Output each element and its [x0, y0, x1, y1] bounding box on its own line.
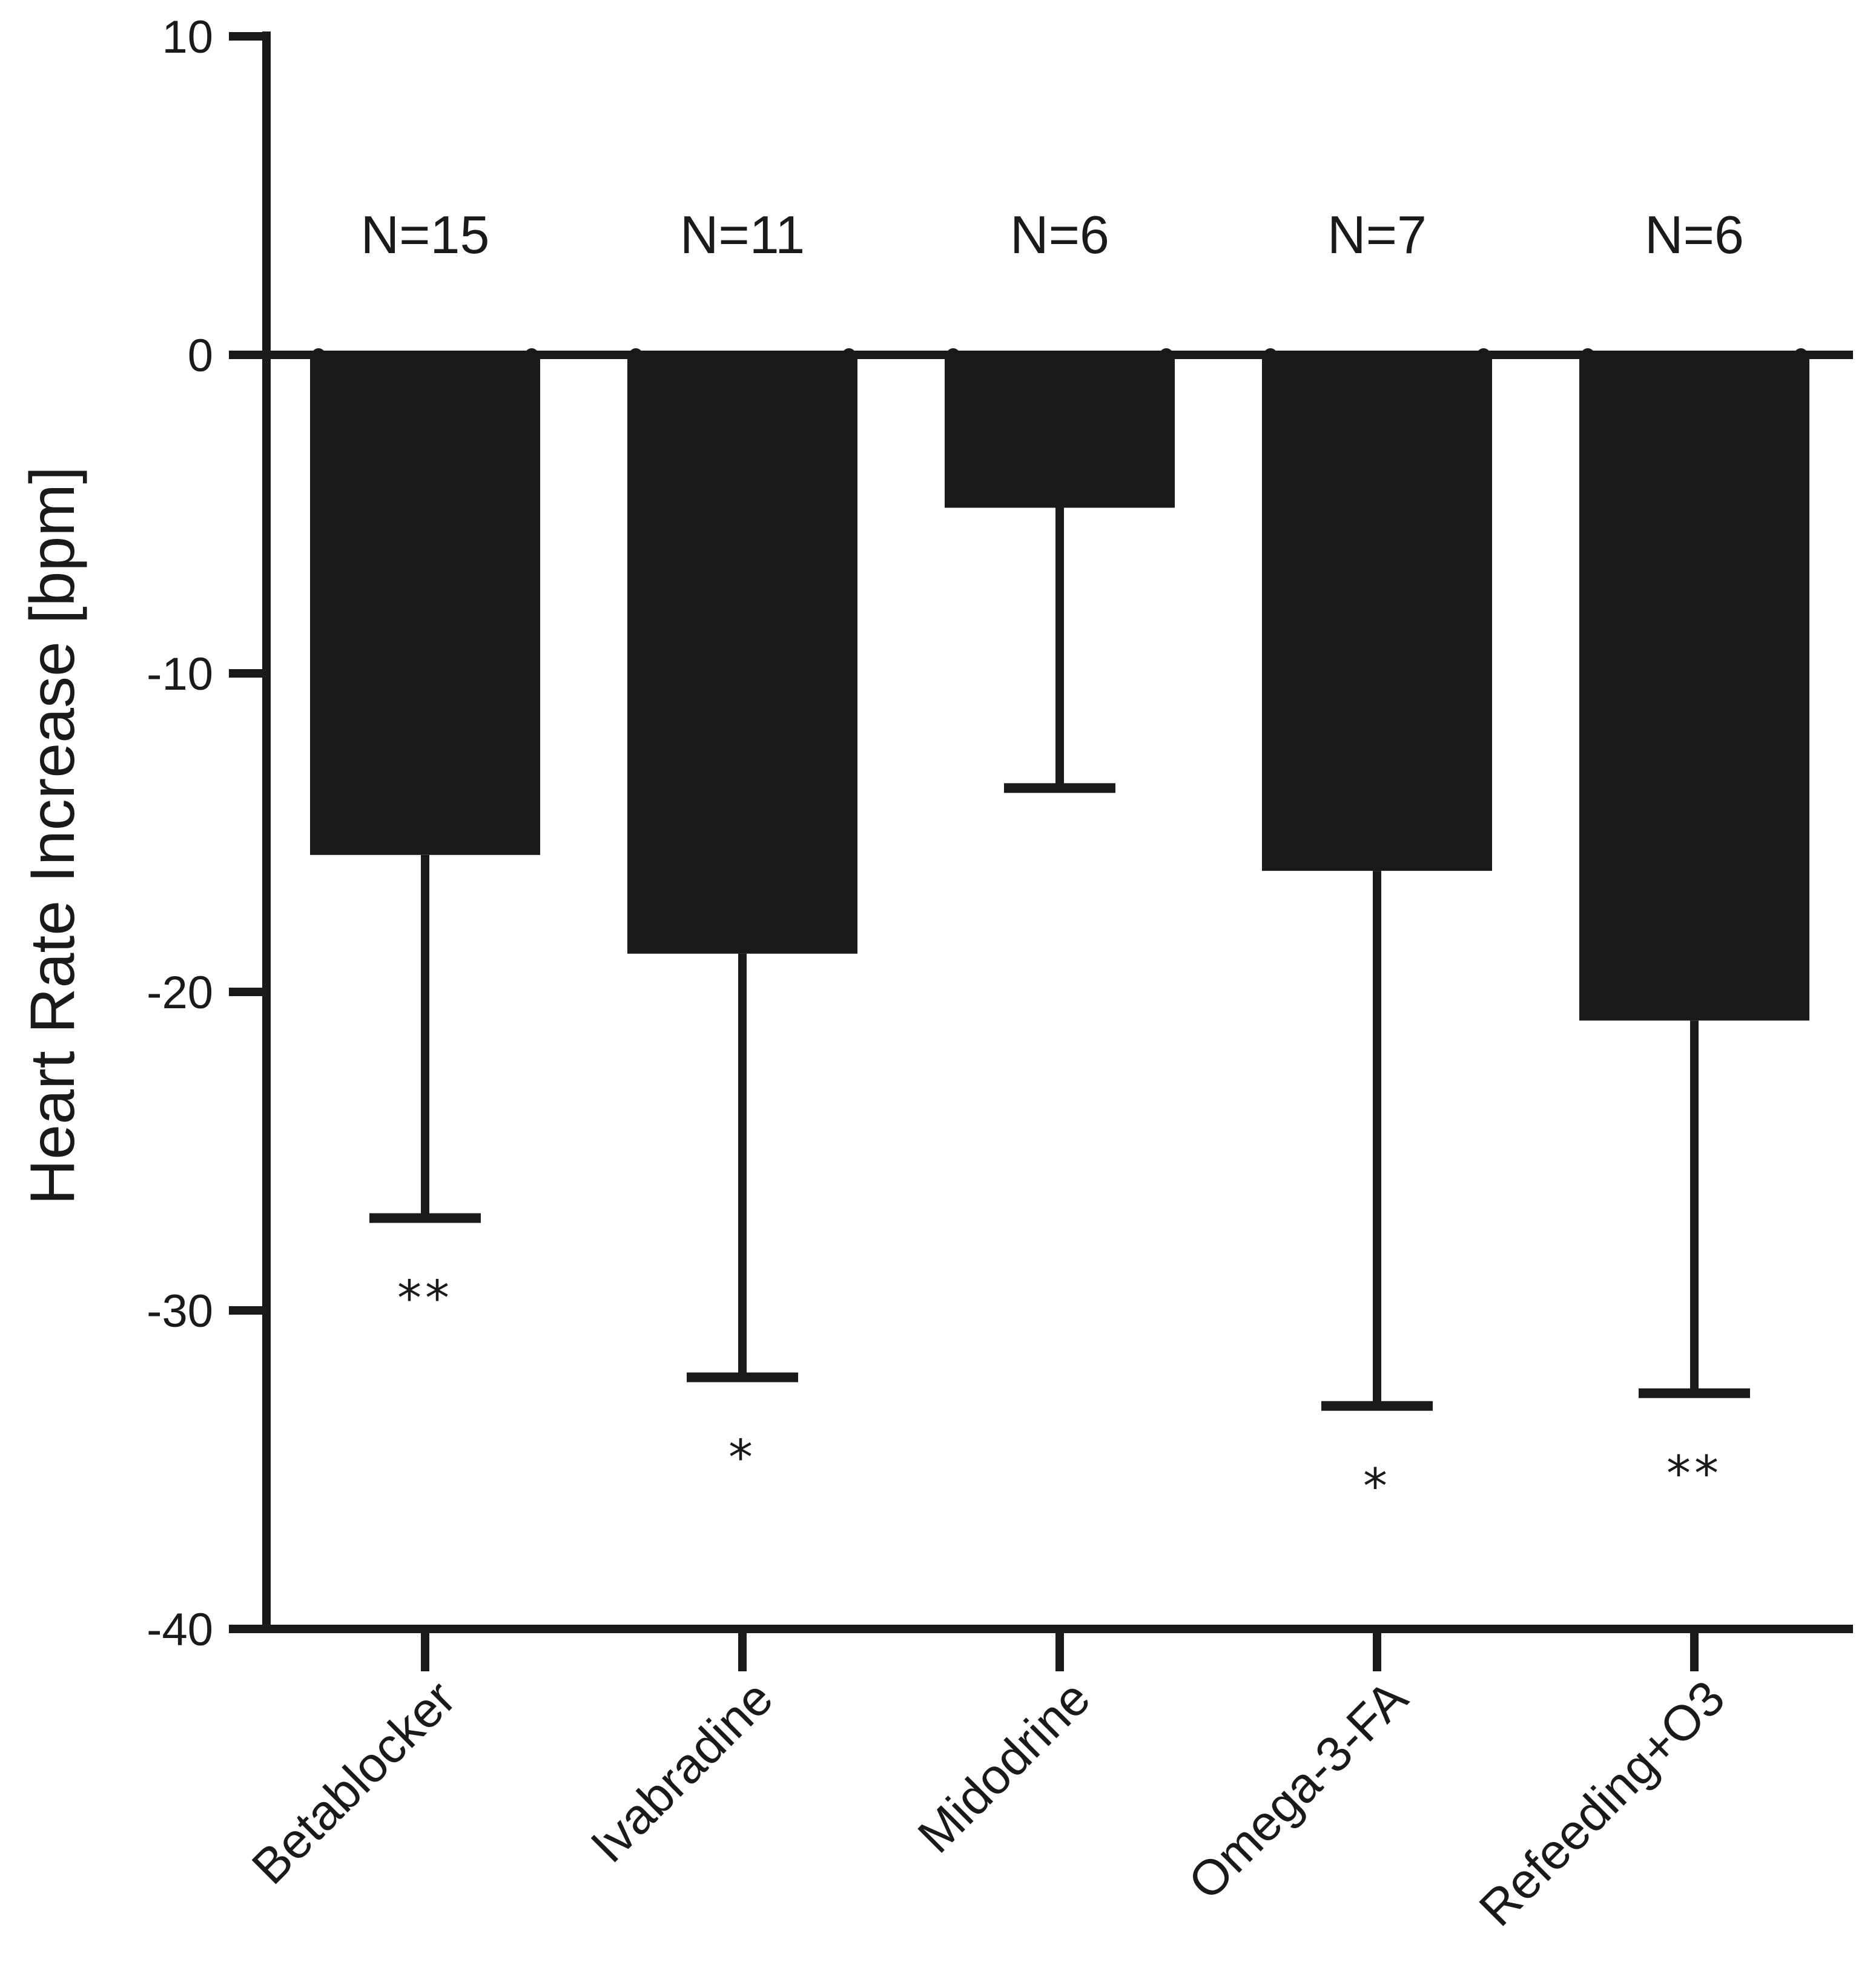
- labels-layer: Betablocker N=15 ** Ivabradine N=11 * Midodrin…: [147, 12, 1744, 1937]
- n-label: N=15: [361, 205, 490, 265]
- y-tick-label: 10: [162, 12, 213, 63]
- x-tick-label: Ivabradine: [581, 1670, 784, 1873]
- bar: [310, 355, 540, 855]
- y-tick-label: -20: [147, 967, 213, 1019]
- bar-edge-dot: [312, 348, 325, 362]
- y-tick-label: 0: [188, 330, 213, 381]
- bar-edge-dot: [1477, 348, 1490, 362]
- bar-edge-dot: [525, 348, 538, 362]
- y-tick-label: -30: [147, 1286, 213, 1337]
- bar: [627, 355, 857, 954]
- bar-edge-dot: [842, 348, 856, 362]
- n-label: N=6: [1010, 205, 1109, 265]
- n-label: N=7: [1327, 205, 1427, 265]
- bar-edge-dot: [946, 348, 960, 362]
- x-tick-label: Omega-3-FA: [1178, 1670, 1418, 1910]
- significance-marker: *: [1363, 1458, 1391, 1514]
- x-tick-label: Midodrine: [908, 1670, 1101, 1863]
- bar: [945, 355, 1175, 508]
- significance-marker: **: [397, 1270, 453, 1326]
- significance-marker: *: [728, 1429, 756, 1485]
- x-tick-label: Betablocker: [242, 1670, 466, 1895]
- n-label: N=6: [1645, 205, 1744, 265]
- bar-edge-dot: [1264, 348, 1277, 362]
- bar-edge-dot: [1160, 348, 1173, 362]
- bar: [1579, 355, 1809, 1021]
- bar-edge-dot: [629, 348, 642, 362]
- y-tick-label: -40: [147, 1604, 213, 1656]
- y-axis-label: Heart Rate Increase [bpm]: [18, 466, 88, 1205]
- x-tick-label: Refeeding+O3: [1469, 1670, 1736, 1937]
- axes-layer: [229, 31, 1853, 1671]
- error-bars-layer: [369, 507, 1750, 1411]
- bars-layer: [310, 355, 1809, 1021]
- bar-edge-dot: [1794, 348, 1808, 362]
- y-tick-label: -10: [147, 649, 213, 700]
- bar-edge-dot: [1581, 348, 1594, 362]
- significance-marker: **: [1666, 1445, 1722, 1502]
- n-label: N=11: [680, 205, 805, 265]
- bar: [1262, 355, 1492, 871]
